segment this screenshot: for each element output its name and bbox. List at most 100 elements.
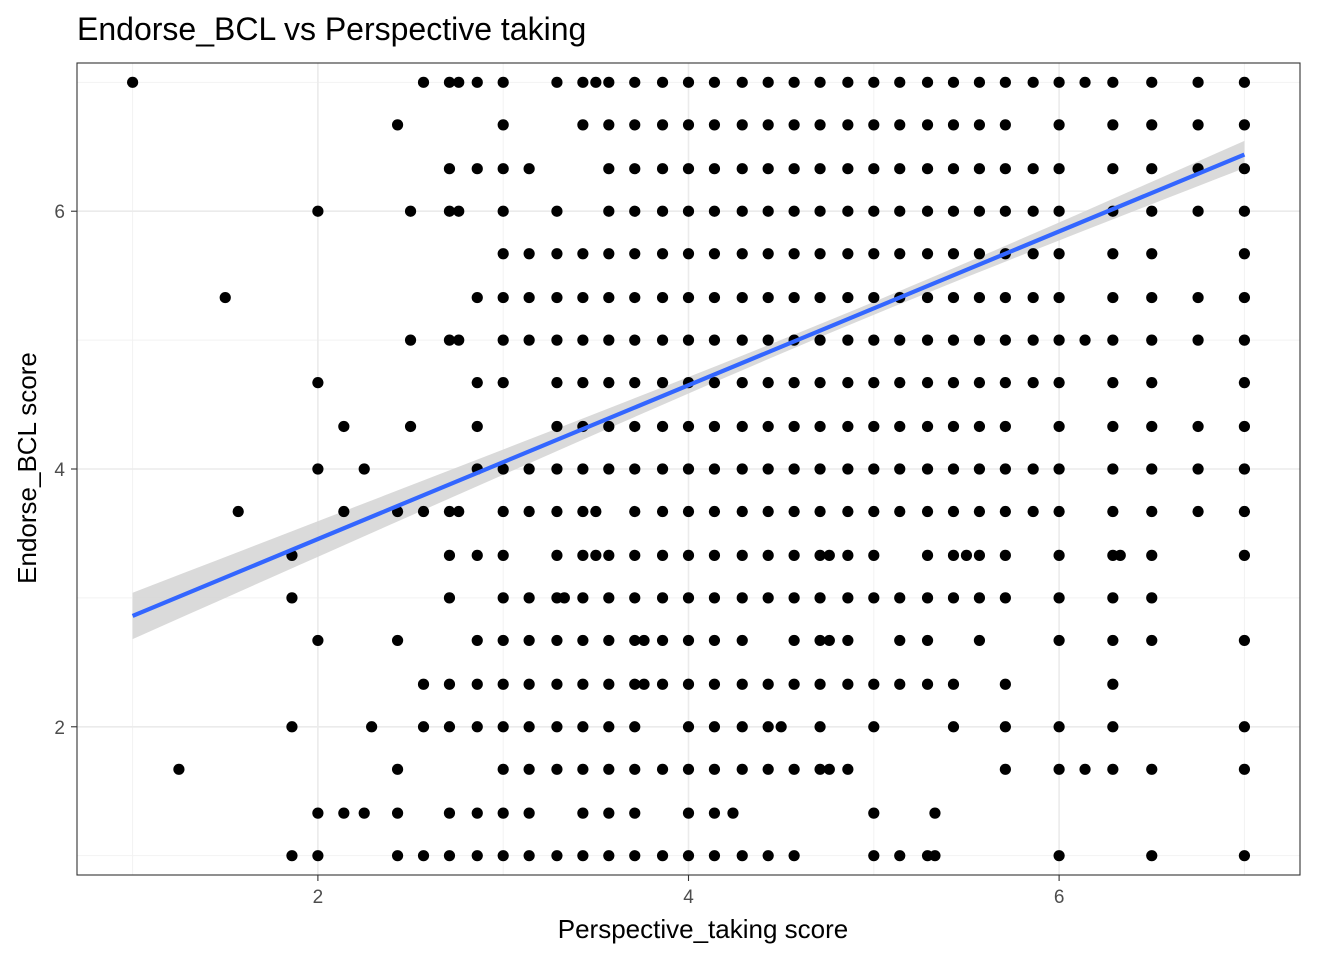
data-point [762, 592, 774, 604]
data-point [603, 721, 615, 733]
data-point [638, 634, 650, 647]
y-axis-title: Endorse_BCL score [12, 352, 42, 584]
data-point [736, 420, 748, 433]
data-point [629, 592, 641, 604]
data-point [682, 592, 695, 604]
chart-title: Endorse_BCL vs Perspective taking [77, 11, 586, 47]
data-point [551, 205, 563, 217]
data-point [1146, 463, 1158, 475]
data-point [497, 634, 509, 647]
data-point [1146, 205, 1158, 217]
data-point [497, 334, 509, 346]
data-point [1053, 850, 1065, 862]
data-point [736, 119, 748, 131]
data-point [708, 76, 721, 88]
data-point [1053, 463, 1065, 475]
data-point [814, 119, 826, 131]
data-point [842, 248, 854, 260]
data-point [1146, 119, 1158, 131]
data-point [551, 678, 563, 690]
data-point [947, 163, 960, 175]
data-point [788, 377, 800, 389]
regression-line [131, 152, 1246, 618]
data-point [1238, 549, 1251, 561]
data-point [947, 76, 960, 88]
data-point [1238, 634, 1251, 647]
data-point [762, 505, 774, 518]
data-point [788, 463, 800, 475]
data-point [286, 850, 298, 862]
data-point [1238, 291, 1251, 304]
data-point [999, 549, 1011, 561]
data-point [1053, 763, 1065, 775]
data-point [523, 505, 535, 518]
data-point [590, 549, 602, 561]
data-point [736, 850, 748, 862]
data-point [1146, 634, 1158, 647]
data-point [1146, 592, 1158, 604]
data-point [551, 763, 563, 775]
data-point [443, 592, 456, 604]
data-point [443, 163, 456, 175]
x-tick-label: 6 [1054, 887, 1065, 908]
data-point [629, 549, 641, 561]
data-point [947, 377, 960, 389]
data-point [947, 463, 960, 475]
data-point [999, 334, 1011, 346]
data-point [708, 807, 721, 819]
data-point [921, 592, 934, 604]
data-point [1027, 463, 1039, 475]
data-point [682, 420, 695, 433]
data-point [603, 592, 615, 604]
data-point [762, 76, 774, 88]
data-point [868, 807, 880, 819]
data-point [708, 377, 721, 389]
data-point [577, 678, 589, 690]
data-point [443, 678, 456, 690]
data-point [603, 763, 615, 775]
data-point [497, 76, 509, 88]
data-point [788, 420, 800, 433]
data-point [1079, 334, 1091, 346]
data-point [894, 678, 906, 690]
data-point [471, 850, 483, 862]
data-point [1238, 334, 1251, 346]
data-point [577, 334, 589, 346]
data-point [551, 377, 563, 389]
data-point [590, 76, 602, 88]
data-point [947, 592, 960, 604]
data-point [894, 163, 906, 175]
data-point [999, 119, 1011, 131]
data-point [523, 850, 535, 862]
data-point [443, 721, 456, 733]
data-point [788, 291, 800, 304]
data-point [814, 291, 826, 304]
data-point [577, 634, 589, 647]
data-point [391, 807, 404, 819]
data-point [842, 205, 854, 217]
data-point [523, 807, 535, 819]
data-point [973, 205, 986, 217]
data-point [788, 549, 800, 561]
data-point [286, 721, 298, 733]
data-point [973, 505, 986, 518]
data-point [842, 119, 854, 131]
data-point [638, 678, 650, 690]
data-point [868, 205, 880, 217]
y-tick-label: 6 [54, 202, 65, 223]
data-point [921, 334, 934, 346]
data-point [762, 721, 774, 733]
data-point [219, 291, 231, 304]
data-point [497, 763, 509, 775]
data-point [868, 377, 880, 389]
data-point [1107, 634, 1119, 647]
data-point [823, 763, 835, 775]
data-point [1053, 248, 1065, 260]
data-point [1053, 205, 1065, 217]
data-point [1053, 334, 1065, 346]
data-point [1053, 549, 1065, 561]
data-point [523, 721, 535, 733]
data-point [603, 248, 615, 260]
data-point [762, 119, 774, 131]
data-point [417, 76, 430, 88]
